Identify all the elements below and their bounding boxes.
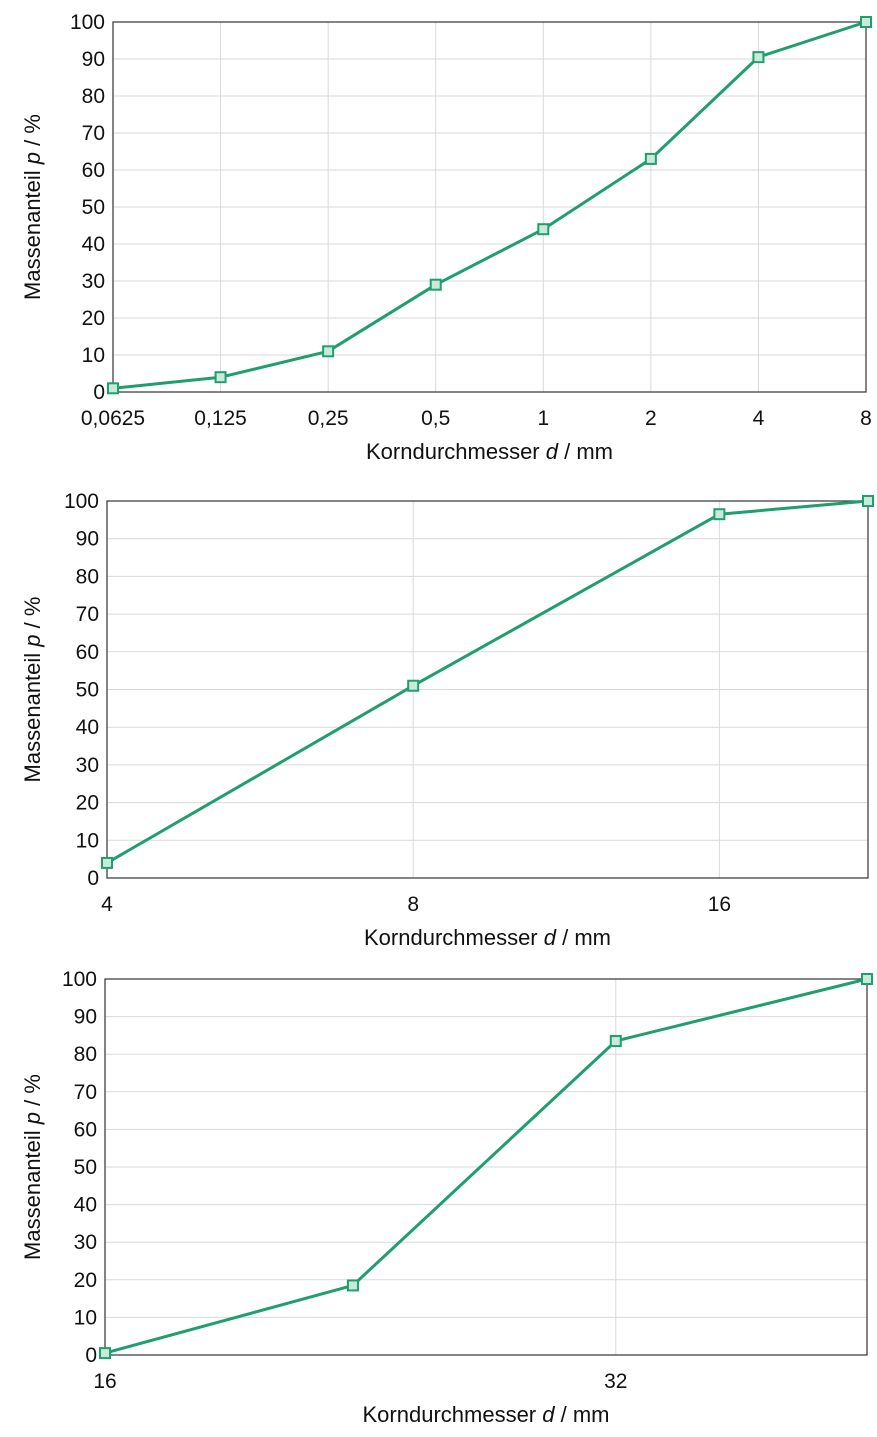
- y-tick-label: 20: [76, 792, 99, 815]
- x-tick-label: 0,25: [308, 407, 349, 430]
- y-tick-label: 100: [64, 490, 99, 513]
- y-tick-label: 60: [76, 641, 99, 664]
- y-tick-label: 80: [82, 85, 105, 108]
- y-tick-label: 0: [93, 381, 105, 404]
- y-tick-label: 20: [82, 307, 105, 330]
- y-tick-label: 90: [74, 1006, 97, 1029]
- chart-2: 0 10 20 30 40 50 60 70 80 90 100 4 8 16 Korndurchmesse…: [20, 490, 874, 950]
- y-tick-label: 30: [74, 1231, 97, 1254]
- x-tick-label: 16: [93, 1370, 116, 1393]
- y-tick-label: 70: [82, 122, 105, 145]
- x-tick-label: 8: [860, 407, 872, 430]
- y-axis-label: Massenanteil p / %: [20, 597, 45, 783]
- y-tick-label: 40: [76, 716, 99, 739]
- chart-3: 0 10 20 30 40 50 60 70 80 90 100 16 32 Korndurchmesse…: [20, 968, 873, 1427]
- y-axis-label: Massenanteil p / %: [20, 114, 45, 300]
- y-tick-label: 70: [74, 1081, 97, 1104]
- x-tick-label: 4: [101, 893, 113, 916]
- y-tick-label: 0: [85, 1344, 97, 1367]
- y-tick-label: 90: [82, 48, 105, 71]
- series-line: [106, 499, 869, 865]
- y-tick-label: 40: [74, 1194, 97, 1217]
- data-point-marker: [537, 223, 550, 236]
- y-tick-label: 50: [74, 1156, 97, 1179]
- y-tick-label: 50: [76, 679, 99, 702]
- data-point-marker: [101, 856, 113, 869]
- x-axis-label: Korndurchmesser d / mm: [366, 439, 613, 464]
- plot-frame: [112, 21, 867, 393]
- y-axis-label: Massenanteil p / %: [20, 1074, 45, 1260]
- y-tick-label: 100: [62, 968, 97, 991]
- y-tick-label: 10: [76, 829, 99, 852]
- plot-frame: [106, 500, 869, 879]
- data-point-marker: [860, 16, 872, 28]
- data-point-marker: [713, 508, 726, 521]
- x-axis-label: Korndurchmesser d / mm: [363, 1402, 610, 1427]
- data-point-marker: [429, 278, 442, 291]
- x-tick-label: 2: [645, 407, 657, 430]
- y-tick-label: 50: [82, 196, 105, 219]
- x-tick-label: 8: [407, 893, 419, 916]
- chart-1: 0 10 20 30 40 50 60 70 80 90 100 0,0625 0,125 0,25 0,5…: [20, 11, 872, 464]
- y-tick-label: 80: [74, 1043, 97, 1066]
- x-tick-label: 16: [708, 893, 731, 916]
- y-tick-label: 80: [76, 565, 99, 588]
- y-tick-label: 10: [74, 1306, 97, 1329]
- y-tick-label: 60: [82, 159, 105, 182]
- data-point-marker: [609, 1035, 622, 1048]
- y-tick-label: 60: [74, 1118, 97, 1141]
- x-tick-label: 1: [537, 407, 549, 430]
- data-point-marker: [862, 495, 874, 507]
- y-tick-label: 10: [82, 344, 105, 367]
- x-tick-label: 32: [604, 1370, 627, 1393]
- x-tick-label: 0,125: [194, 407, 247, 430]
- x-axis-label: Korndurchmesser d / mm: [364, 925, 611, 950]
- y-tick-label: 30: [76, 754, 99, 777]
- series-line: [104, 977, 868, 1355]
- data-point-marker: [214, 371, 227, 384]
- data-point-marker: [346, 1279, 359, 1292]
- x-tick-label: 0,0625: [81, 407, 145, 430]
- data-point-marker: [99, 1347, 111, 1360]
- data-point-marker: [407, 679, 420, 692]
- y-tick-label: 40: [82, 233, 105, 256]
- data-point-marker: [752, 51, 765, 64]
- y-tick-label: 70: [76, 603, 99, 626]
- y-tick-label: 0: [87, 867, 99, 890]
- data-point-marker: [644, 152, 657, 165]
- data-point-marker: [861, 973, 873, 985]
- data-point-marker: [107, 382, 119, 395]
- y-tick-label: 30: [82, 270, 105, 293]
- x-tick-label: 0,5: [421, 407, 450, 430]
- data-point-marker: [322, 345, 335, 358]
- x-tick-label: 4: [753, 407, 765, 430]
- y-tick-label: 90: [76, 528, 99, 551]
- series-line: [112, 20, 867, 390]
- y-tick-label: 20: [74, 1269, 97, 1292]
- y-tick-label: 100: [70, 11, 105, 34]
- plot-frame: [104, 978, 868, 1356]
